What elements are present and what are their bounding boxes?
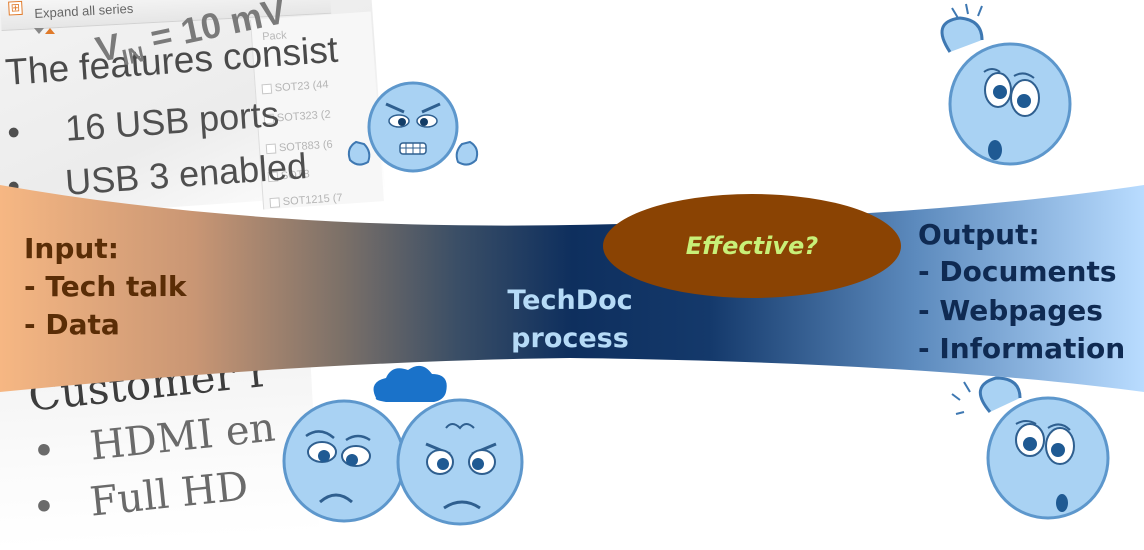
effective-ellipse xyxy=(603,194,901,298)
output-title: Output: xyxy=(918,218,1040,251)
process-line: TechDoc xyxy=(507,285,633,316)
confused-face-icon xyxy=(940,3,1072,166)
input-item: - Tech talk xyxy=(24,270,187,303)
angry-face-pair-icon xyxy=(396,398,524,526)
sad-face-icon xyxy=(282,399,406,523)
process-line: process xyxy=(511,323,629,354)
angry-face-icon xyxy=(347,81,479,173)
process-label: TechDoc process xyxy=(470,282,670,358)
storm-cloud-icon xyxy=(373,365,447,402)
confused-face-bottom-icon xyxy=(951,376,1110,520)
output-item: - Webpages xyxy=(918,294,1103,327)
input-title: Input: xyxy=(24,232,119,265)
sort-up-icon xyxy=(45,28,55,34)
sort-down-icon xyxy=(34,28,44,34)
effective-label: Effective? xyxy=(685,232,819,260)
output-item: - Documents xyxy=(918,255,1117,288)
output-item: - Information xyxy=(918,332,1126,365)
input-item: - Data xyxy=(24,308,120,341)
